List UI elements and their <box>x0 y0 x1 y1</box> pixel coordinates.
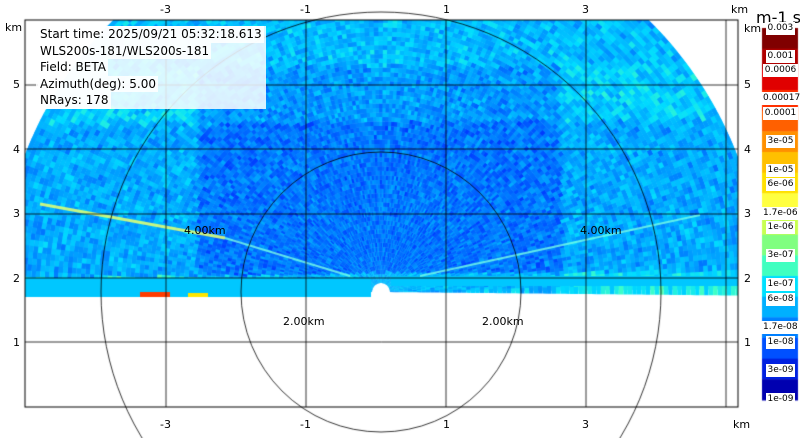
y-tick-right: 2 <box>744 272 751 285</box>
x-tick-bottom: 1 <box>443 418 450 431</box>
y-tick-right: 4 <box>744 143 751 156</box>
range-ring-label: 2.00km <box>283 315 325 328</box>
x-unit-bottom: km <box>733 418 751 431</box>
colorbar-tick-label: 0.001 <box>765 50 796 63</box>
x-tick-top: 3 <box>582 3 589 16</box>
colorbar-tick-label: 3e-05 <box>765 135 796 148</box>
plot-info-box: Start time: 2025/09/21 05:32:18.613 WLS2… <box>36 26 266 109</box>
colorbar-tick-label: 3e-09 <box>765 364 796 377</box>
x-tick-top: 1 <box>443 3 450 16</box>
y-tick-left: 3 <box>13 207 20 220</box>
y-tick-left: 1 <box>13 336 20 349</box>
colorbar-tick-label: 1e-06 <box>765 221 796 234</box>
field-text: Field: BETA <box>38 59 108 76</box>
colorbar-tick-label: 0.003 <box>765 22 796 35</box>
x-tick-bottom: 3 <box>582 418 589 431</box>
y-tick-right: 5 <box>744 78 751 91</box>
colorbar-tick-label: 1e-09 <box>765 393 796 406</box>
x-unit-top: km <box>731 3 749 16</box>
colorbar-tick-label: 1e-07 <box>765 278 796 291</box>
azimuth-text: Azimuth(deg): 5.00 <box>38 75 159 92</box>
colorbar-tick-label: 6e-06 <box>765 178 796 191</box>
y-tick-left: 2 <box>13 272 20 285</box>
y-tick-left: 4 <box>13 143 20 156</box>
start-time-text: Start time: 2025/09/21 05:32:18.613 <box>38 26 264 43</box>
y-tick-left: 5 <box>13 78 20 91</box>
colorbar-tick-label: 0.0001 <box>762 107 799 120</box>
colorbar-tick-label: 1e-05 <box>765 164 796 177</box>
nrays-text: NRays: 178 <box>38 92 111 109</box>
instrument-text: WLS200s-181/WLS200s-181 <box>38 42 212 59</box>
range-ring-label: 4.00km <box>184 224 226 237</box>
x-tick-top: -1 <box>300 3 311 16</box>
x-tick-bottom: -3 <box>160 418 171 431</box>
range-ring-label: 4.00km <box>580 224 622 237</box>
colorbar-tick-label: 0.00017 <box>761 92 800 105</box>
y-tick-right: 1 <box>744 336 751 349</box>
colorbar-tick-label: 1e-08 <box>765 336 796 349</box>
range-ring-label: 2.00km <box>482 315 524 328</box>
y-tick-right: 3 <box>744 207 751 220</box>
colorbar-tick-label: 1.7e-08 <box>761 321 800 334</box>
colorbar-tick-label: 1.7e-06 <box>761 207 800 220</box>
x-tick-bottom: -1 <box>300 418 311 431</box>
colorbar-tick-label: 0.0006 <box>762 64 799 77</box>
y-unit-left: km <box>5 21 23 34</box>
colorbar-tick-label: 3e-07 <box>765 249 796 262</box>
colorbar-tick-label: 6e-08 <box>765 293 796 306</box>
y-unit-right: km <box>744 22 762 35</box>
x-tick-top: -3 <box>160 3 171 16</box>
